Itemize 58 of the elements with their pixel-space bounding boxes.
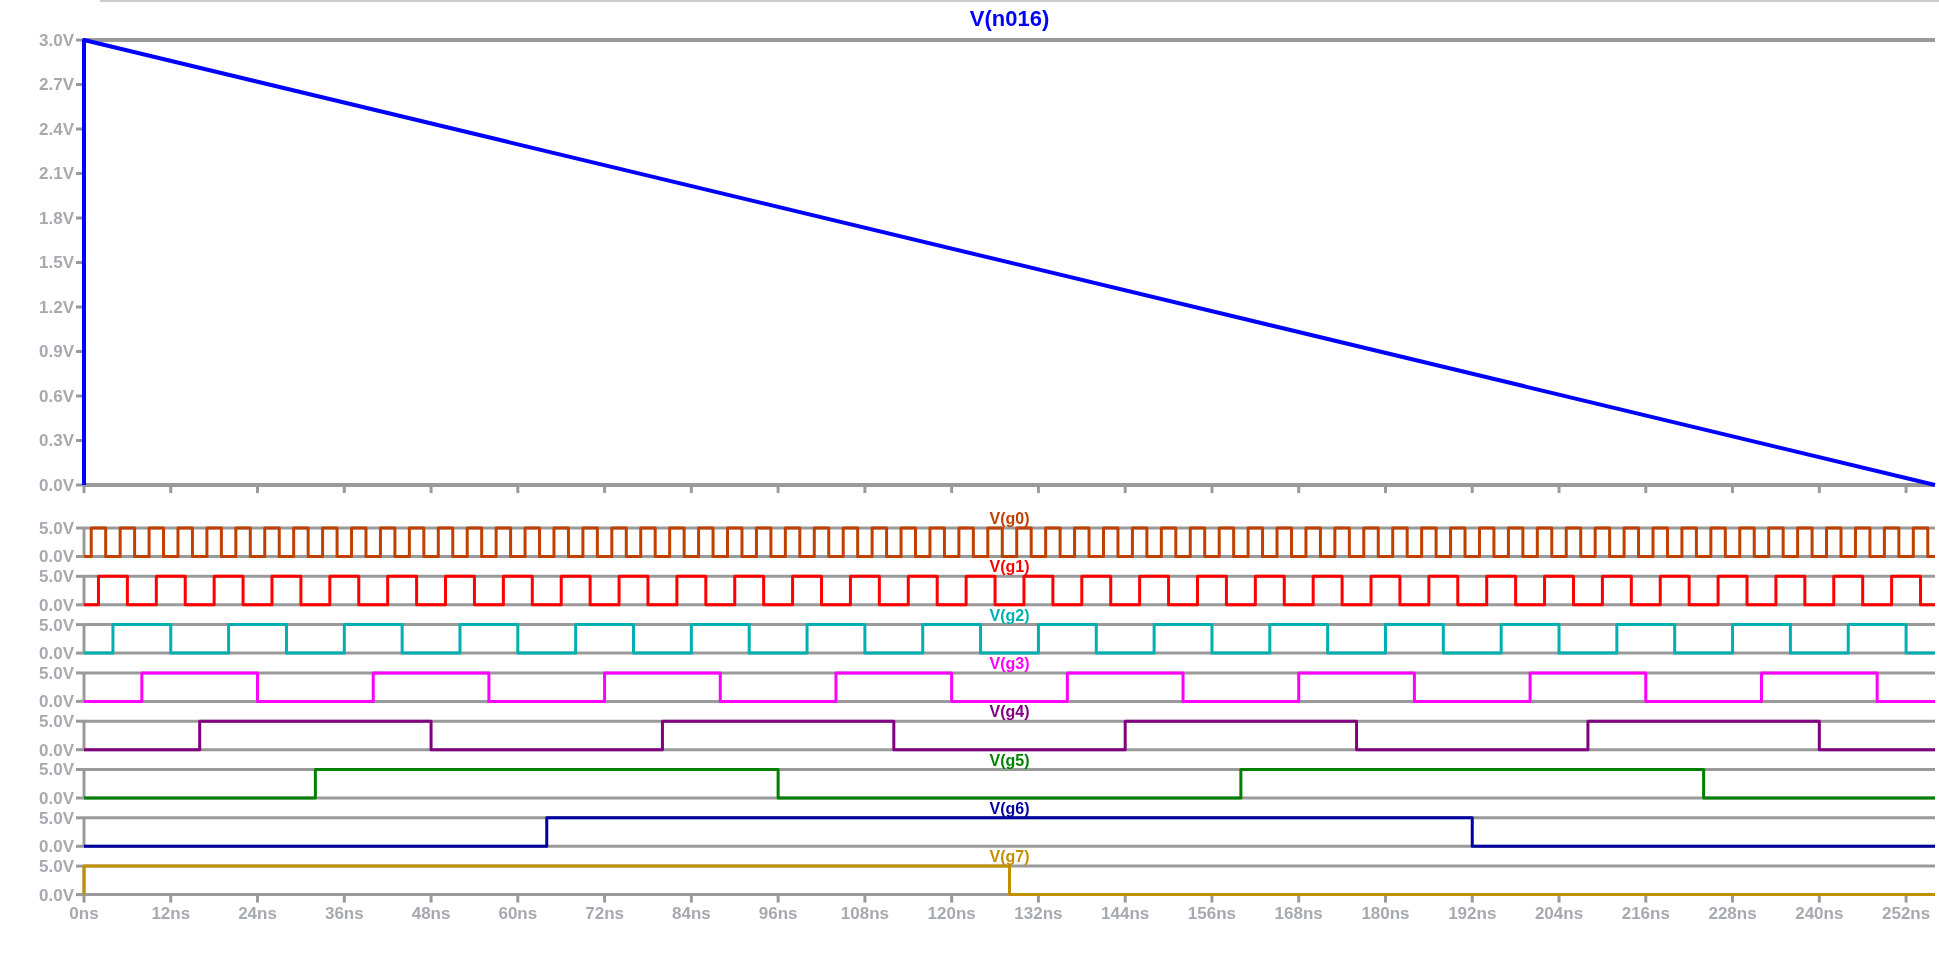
series-label: V(g4) xyxy=(989,703,1030,721)
y-tick-label: 1.8V xyxy=(39,208,75,228)
x-tick-label: 24ns xyxy=(238,903,277,923)
series-label: V(g3) xyxy=(989,654,1030,672)
y-tick-label: 5.0V xyxy=(39,663,75,683)
x-tick-label: 204ns xyxy=(1534,903,1584,923)
x-tick-label: 216ns xyxy=(1621,903,1670,923)
x-tick-label: 180ns xyxy=(1361,903,1410,923)
y-tick-label: 5.0V xyxy=(39,567,75,587)
x-tick-label: 132ns xyxy=(1014,903,1063,923)
y-tick-label: 2.1V xyxy=(39,164,75,184)
x-tick-label: 156ns xyxy=(1187,903,1237,923)
y-tick-label: 0.0V xyxy=(39,692,75,712)
y-tick-label: 2.7V xyxy=(39,75,75,95)
y-tick-label: 0.3V xyxy=(39,431,75,451)
series-label: V(g0) xyxy=(989,510,1030,527)
x-tick-label: 120ns xyxy=(927,903,976,923)
y-tick-label: 0.0V xyxy=(39,740,75,760)
y-tick-label: 1.2V xyxy=(39,297,75,317)
y-tick-label: 0.0V xyxy=(39,595,75,615)
y-tick-label: 0.0V xyxy=(39,475,75,495)
y-tick-label: 3.0V xyxy=(39,30,75,50)
x-tick-label: 252ns xyxy=(1881,903,1931,923)
y-tick-label: 0.9V xyxy=(39,342,75,362)
x-tick-label: 48ns xyxy=(411,903,451,923)
series-label: V(g6) xyxy=(989,799,1030,817)
x-tick-label: 240ns xyxy=(1795,903,1844,923)
y-tick-label: 0.0V xyxy=(39,885,75,905)
y-tick-label: 0.6V xyxy=(39,386,75,406)
x-tick-label: 36ns xyxy=(324,903,364,923)
y-tick-label: 0.0V xyxy=(39,547,75,567)
y-tick-label: 5.0V xyxy=(39,857,75,877)
x-tick-label: 72ns xyxy=(585,903,624,923)
y-tick-label: 1.5V xyxy=(39,253,75,273)
x-tick-label: 84ns xyxy=(671,903,711,923)
y-tick-label: 5.0V xyxy=(39,712,75,732)
x-tick-label: 108ns xyxy=(840,903,889,923)
series-label: V(g2) xyxy=(989,606,1030,624)
x-tick-label: 192ns xyxy=(1448,903,1497,923)
x-tick-label: 168ns xyxy=(1274,903,1323,923)
y-tick-label: 0.0V xyxy=(39,788,75,808)
series-label: V(g5) xyxy=(989,751,1030,769)
y-tick-label: 2.4V xyxy=(39,119,75,139)
x-tick-label: 144ns xyxy=(1101,903,1150,923)
x-tick-label: 96ns xyxy=(758,903,798,923)
y-tick-label: 5.0V xyxy=(39,518,75,538)
text: V(n016) xyxy=(969,6,1050,31)
y-tick-label: 5.0V xyxy=(39,615,75,635)
series-label: V(g7) xyxy=(989,848,1030,866)
x-tick-label: 12ns xyxy=(151,903,191,923)
x-tick-label: 60ns xyxy=(498,903,538,923)
series-label: V(g1) xyxy=(989,558,1030,576)
x-tick-label: 0ns xyxy=(69,903,99,923)
y-tick-label: 5.0V xyxy=(39,760,75,780)
y-tick-label: 5.0V xyxy=(39,808,75,828)
y-tick-label: 0.0V xyxy=(39,644,75,664)
x-tick-label: 228ns xyxy=(1708,903,1757,923)
y-tick-label: 0.0V xyxy=(39,837,75,857)
